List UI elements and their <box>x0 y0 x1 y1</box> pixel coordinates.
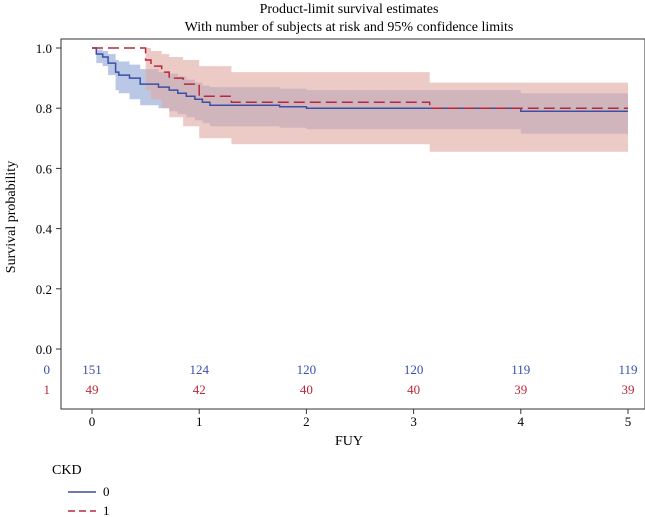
y-tick-label: 0.2 <box>36 282 52 297</box>
x-axis-label: FUY <box>335 434 363 449</box>
y-tick-label: 1.0 <box>36 41 52 56</box>
y-tick-label: 0.4 <box>36 222 53 237</box>
at-risk-group-label: 0 <box>44 362 51 377</box>
legend-title: CKD <box>52 463 82 478</box>
x-tick-label: 4 <box>518 414 525 429</box>
plot-frame <box>60 38 645 410</box>
at-risk-count: 120 <box>404 362 424 377</box>
at-risk-table: 0 151 124 120 120 119 119 1 49 42 40 40 39 39 <box>44 362 638 397</box>
y-axis: 0.0 0.2 0.4 0.6 0.8 1.0 <box>36 41 61 357</box>
at-risk-group-label: 1 <box>44 382 51 397</box>
x-tick-label: 1 <box>196 414 203 429</box>
y-tick-label: 0.0 <box>36 342 52 357</box>
at-risk-count: 42 <box>193 382 206 397</box>
survival-curve-0 <box>92 47 628 112</box>
x-tick-label: 2 <box>303 414 310 429</box>
legend: CKD 0 1 <box>52 463 110 517</box>
at-risk-count: 119 <box>511 362 530 377</box>
x-tick-label: 3 <box>410 414 417 429</box>
x-tick-label: 0 <box>89 414 96 429</box>
at-risk-count: 39 <box>514 382 527 397</box>
survival-curve-1 <box>92 47 628 109</box>
x-axis: 0 1 2 3 4 5 <box>89 409 632 429</box>
at-risk-count: 119 <box>618 362 637 377</box>
at-risk-count: 151 <box>82 362 102 377</box>
at-risk-count: 40 <box>407 382 420 397</box>
chart-title: Product-limit survival estimates <box>260 2 439 17</box>
y-axis-label: Survival probability <box>4 161 19 273</box>
legend-label-1: 1 <box>103 503 110 517</box>
y-tick-label: 0.6 <box>36 161 53 176</box>
y-tick-label: 0.8 <box>36 101 52 116</box>
x-tick-label: 5 <box>625 414 632 429</box>
curves-layer <box>92 47 628 112</box>
legend-label-0: 0 <box>103 484 110 499</box>
bands-layer <box>92 48 628 152</box>
at-risk-count: 120 <box>297 362 317 377</box>
at-risk-count: 39 <box>622 382 635 397</box>
confidence-band-1 <box>92 48 628 152</box>
chart-subtitle: With number of subjects at risk and 95% … <box>185 20 514 35</box>
at-risk-count: 49 <box>86 382 99 397</box>
at-risk-count: 40 <box>300 382 313 397</box>
at-risk-count: 124 <box>189 362 209 377</box>
